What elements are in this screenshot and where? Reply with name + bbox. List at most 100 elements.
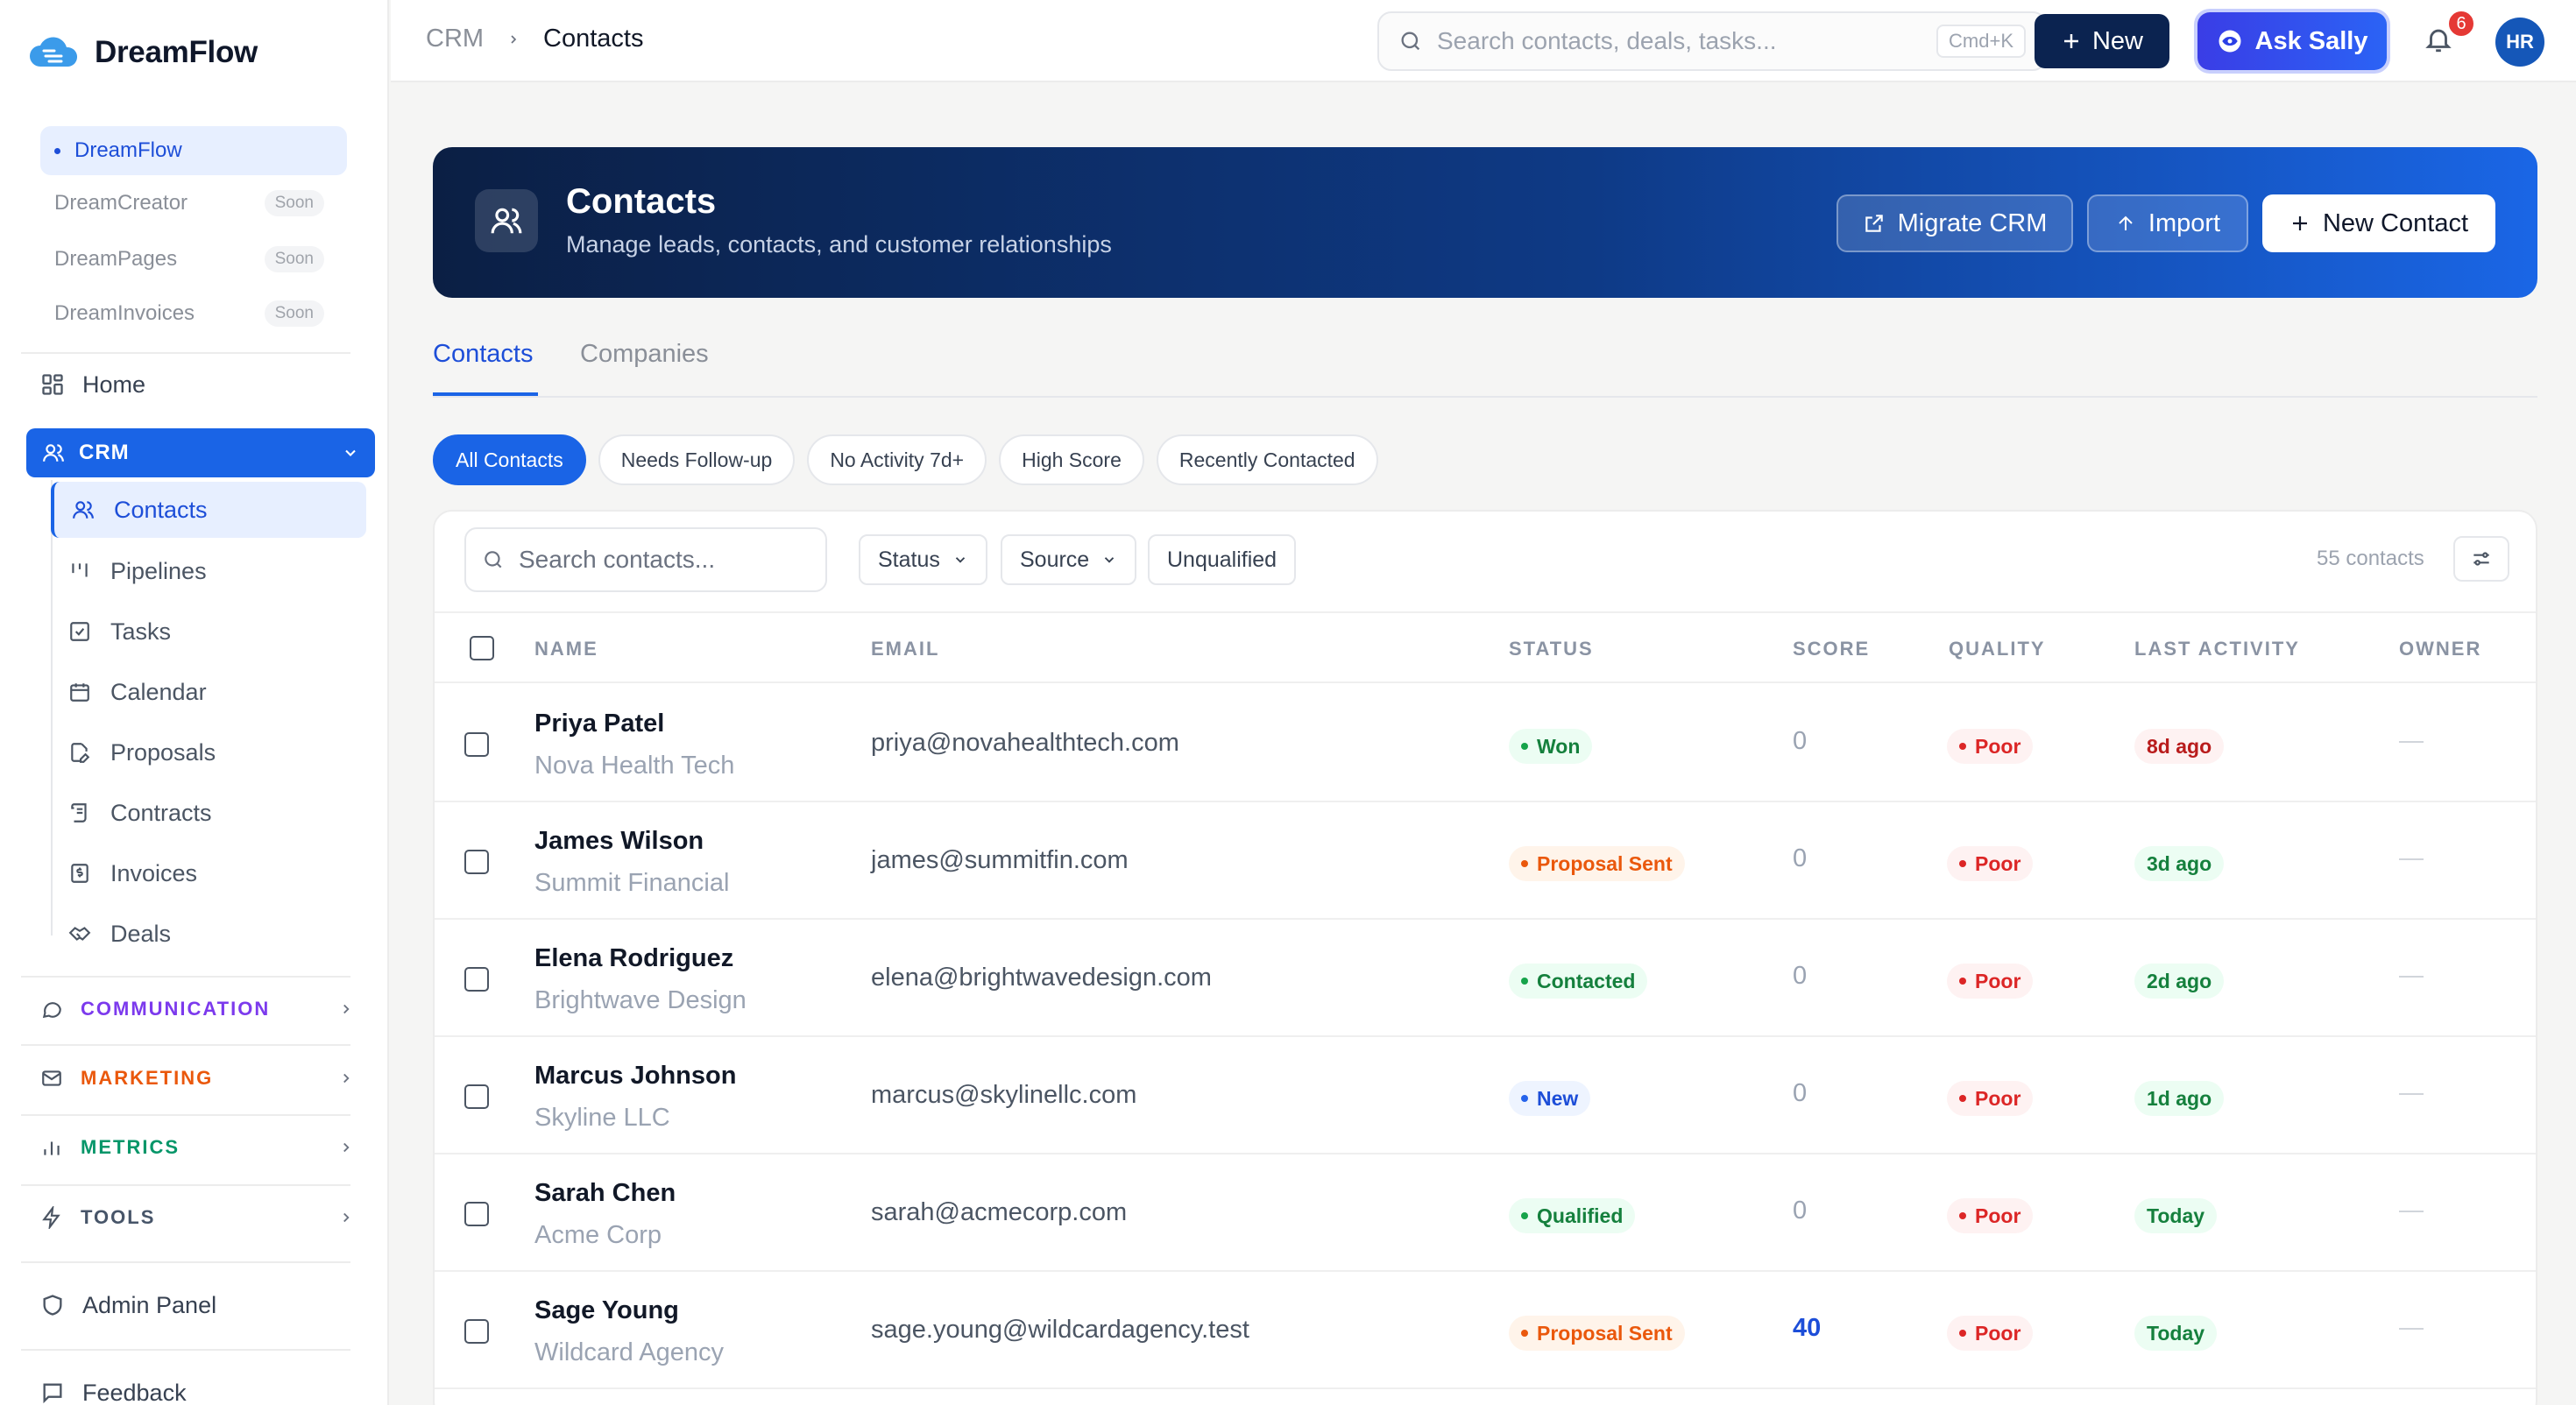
chip-high-score[interactable]: High Score xyxy=(999,434,1144,485)
global-search[interactable]: Cmd+K xyxy=(1377,11,2047,71)
column-header[interactable]: LAST ACTIVITY xyxy=(2134,638,2300,660)
nav-calendar[interactable]: Calendar xyxy=(51,664,366,720)
activity-label: Today xyxy=(2147,1204,2205,1227)
check-square-icon xyxy=(68,620,91,643)
section-label: TOOLS xyxy=(81,1206,156,1228)
new-contact-label: New Contact xyxy=(2322,208,2468,237)
source-filter-label: Source xyxy=(1020,547,1090,572)
nav-contacts[interactable]: Contacts xyxy=(51,482,366,538)
column-header[interactable]: NAME xyxy=(534,638,598,660)
unqualified-label: Unqualified xyxy=(1167,547,1277,572)
bar-chart-icon xyxy=(40,1136,63,1159)
avatar[interactable]: HR xyxy=(2495,18,2544,67)
contact-name[interactable]: Priya Patel xyxy=(534,710,665,738)
contact-name[interactable]: Sage Young xyxy=(534,1296,679,1324)
row-checkbox[interactable] xyxy=(464,967,489,992)
chip-no-activity[interactable]: No Activity 7d+ xyxy=(807,434,987,485)
nav-contracts[interactable]: Contracts xyxy=(51,785,366,841)
table-row[interactable]: Sarah Chen Acme Corp sarah@acmecorp.com … xyxy=(435,1154,2536,1272)
table-row[interactable]: Elena Rodriguez Brightwave Design elena@… xyxy=(435,920,2536,1037)
tab-contacts[interactable]: Contacts xyxy=(433,340,534,368)
quality-badge: Poor xyxy=(1947,1316,2034,1351)
status-label: Contacted xyxy=(1537,969,1636,992)
grid-icon xyxy=(40,372,65,397)
chip-all-contacts[interactable]: All Contacts xyxy=(433,434,586,485)
status-dot-icon xyxy=(1521,978,1528,985)
row-checkbox[interactable] xyxy=(464,1319,489,1344)
new-contact-button[interactable]: New Contact xyxy=(2262,194,2495,252)
row-checkbox[interactable] xyxy=(464,1084,489,1109)
section-label: MARKETING xyxy=(81,1067,214,1089)
table-row[interactable]: Priya Patel Nova Health Tech priya@novah… xyxy=(435,685,2536,802)
nav-feedback[interactable]: Feedback xyxy=(26,1366,359,1405)
nav-crm-group[interactable]: CRM xyxy=(26,428,375,477)
column-settings-button[interactable] xyxy=(2453,536,2509,582)
global-search-input[interactable] xyxy=(1437,27,1875,55)
nav-invoices[interactable]: Invoices xyxy=(51,845,366,901)
select-all-checkbox[interactable] xyxy=(470,636,494,660)
quality-dot-icon xyxy=(1959,978,1966,985)
nav-section-communication[interactable]: COMMUNICATION xyxy=(26,983,363,1035)
column-header[interactable]: OWNER xyxy=(2399,638,2482,660)
quality-badge: Poor xyxy=(1947,964,2034,999)
source-filter[interactable]: Source xyxy=(1001,534,1137,585)
import-button[interactable]: Import xyxy=(2087,194,2248,252)
row-checkbox[interactable] xyxy=(464,732,489,757)
new-button[interactable]: New xyxy=(2035,14,2169,68)
nav-pipelines[interactable]: Pipelines xyxy=(51,543,366,599)
nav-home[interactable]: Home xyxy=(26,358,359,411)
nav-label: Calendar xyxy=(110,678,207,705)
file-edit-icon xyxy=(68,741,91,764)
quality-label: Poor xyxy=(1975,734,2021,758)
plus-icon xyxy=(2061,31,2082,52)
nav-section-tools[interactable]: TOOLS xyxy=(26,1191,363,1244)
sliders-icon xyxy=(2470,547,2493,570)
nav-proposals[interactable]: Proposals xyxy=(51,724,366,780)
contact-name[interactable]: James Wilson xyxy=(534,827,704,855)
owner-empty xyxy=(2399,1328,2424,1330)
contact-name[interactable]: Elena Rodriguez xyxy=(534,944,734,972)
divider xyxy=(21,1261,350,1263)
chip-needs-follow-up[interactable]: Needs Follow-up xyxy=(598,434,796,485)
nav-deals[interactable]: Deals xyxy=(51,906,366,962)
bell-icon[interactable] xyxy=(2424,23,2453,56)
app-switch-dreaminvoices[interactable]: DreamInvoices Soon xyxy=(40,289,347,338)
unqualified-filter[interactable]: Unqualified xyxy=(1148,534,1297,585)
row-checkbox[interactable] xyxy=(464,1202,489,1226)
brand[interactable]: DreamFlow xyxy=(28,33,258,72)
app-switch-dreamflow[interactable]: DreamFlow xyxy=(40,126,347,175)
table-row[interactable]: Marcus Johnson Skyline LLC marcus@skylin… xyxy=(435,1037,2536,1154)
nav-section-marketing[interactable]: MARKETING xyxy=(26,1052,363,1105)
tab-companies[interactable]: Companies xyxy=(580,340,709,368)
nav-admin-panel[interactable]: Admin Panel xyxy=(26,1279,359,1331)
soon-badge: Soon xyxy=(264,300,324,327)
row-checkbox[interactable] xyxy=(464,850,489,874)
table-row[interactable]: James Wilson Summit Financial james@summ… xyxy=(435,802,2536,920)
contact-name[interactable]: Sarah Chen xyxy=(534,1179,676,1207)
nav-section-metrics[interactable]: METRICS xyxy=(26,1121,363,1174)
contacts-search[interactable] xyxy=(464,527,827,592)
nav-tasks[interactable]: Tasks xyxy=(51,604,366,660)
chip-recently-contacted[interactable]: Recently Contacted xyxy=(1156,434,1378,485)
column-header[interactable]: SCORE xyxy=(1793,638,1871,660)
ask-sally-button[interactable]: Ask Sally xyxy=(2197,12,2387,70)
app-switch-dreamcreator[interactable]: DreamCreator Soon xyxy=(40,179,347,228)
breadcrumb-crm[interactable]: CRM xyxy=(426,25,485,53)
ask-sally-label: Ask Sally xyxy=(2254,26,2368,55)
status-filter-label: Status xyxy=(878,547,940,572)
chevron-down-icon xyxy=(952,552,968,568)
quality-label: Poor xyxy=(1975,1086,2021,1110)
owner-empty xyxy=(2399,1093,2424,1095)
chevron-right-icon xyxy=(338,1001,354,1017)
status-filter[interactable]: Status xyxy=(859,534,987,585)
column-header[interactable]: QUALITY xyxy=(1949,638,2046,660)
column-header[interactable]: STATUS xyxy=(1509,638,1594,660)
column-header[interactable]: EMAIL xyxy=(871,638,940,660)
chat-bubble-icon xyxy=(40,998,63,1020)
app-switch-dreampages[interactable]: DreamPages Soon xyxy=(40,235,347,284)
migrate-crm-button[interactable]: Migrate CRM xyxy=(1836,194,2073,252)
status-badge: Proposal Sent xyxy=(1509,1316,1685,1351)
table-row[interactable]: Sage Young Wildcard Agency sage.young@wi… xyxy=(435,1272,2536,1389)
contacts-search-input[interactable] xyxy=(519,546,799,574)
contact-name[interactable]: Marcus Johnson xyxy=(534,1062,737,1090)
